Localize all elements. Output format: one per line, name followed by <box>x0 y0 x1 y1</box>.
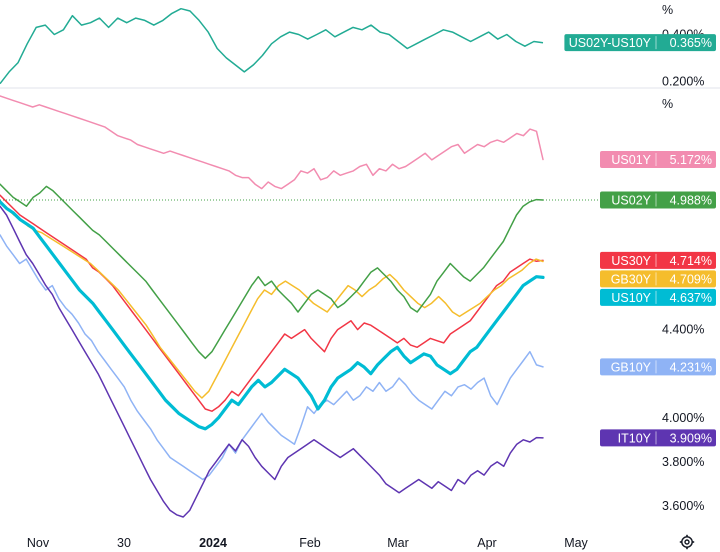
us02y-value-tag: US02Y 4.988% <box>600 191 716 209</box>
it10y-value-tag: IT10Y 3.909% <box>600 429 716 447</box>
us01y-value-tag: US01Y 5.172% <box>600 150 716 168</box>
us30y-tag-value: 4.714% <box>670 254 712 268</box>
us01y-tag-background <box>600 150 716 168</box>
us02y-tag-name: US02Y <box>611 194 651 208</box>
gb30y-tag-value: 4.709% <box>670 272 712 286</box>
yield-y-tick-label: 3.800% <box>662 455 704 469</box>
yield-y-tick-label: 3.600% <box>662 499 704 513</box>
x-tick-label: Mar <box>387 536 409 550</box>
us30y-tag-background <box>600 251 716 269</box>
it10y-line <box>0 205 544 518</box>
us01y-tag-value: 5.172% <box>670 153 712 167</box>
x-tick-label: Feb <box>299 536 321 550</box>
x-tick-label: 30 <box>117 536 131 550</box>
settings-gear-icon[interactable] <box>679 534 695 550</box>
x-tick-label: Apr <box>477 536 496 550</box>
us02y-line <box>0 183 544 360</box>
time-axis[interactable]: Nov 30 2024 Feb Mar Apr May <box>27 536 589 550</box>
us02y-us10y-spread-line <box>0 7 544 85</box>
us30y-line <box>0 194 544 412</box>
x-tick-label: Nov <box>27 536 50 550</box>
us10y-tag-background <box>600 288 716 306</box>
yield-y-tick-label: 4.400% <box>662 323 704 337</box>
us01y-tag-name: US01Y <box>611 153 651 167</box>
spread-unit-label: % <box>662 3 673 17</box>
us02y-us10y-tag-background <box>564 34 716 52</box>
it10y-tag-background <box>600 429 716 447</box>
yields-pane: 3.600% 3.800% 4.000% 4.400% US01Y 5.172% US02… <box>0 95 716 518</box>
gb10y-tag-name: GB10Y <box>611 360 652 374</box>
us30y-value-tag: US30Y 4.714% <box>600 251 716 269</box>
yields-unit-label: % <box>662 97 673 111</box>
gb10y-tag-value: 4.231% <box>670 360 712 374</box>
gb10y-tag-background <box>600 358 716 376</box>
x-tick-label: May <box>564 536 588 550</box>
us30y-tag-name: US30Y <box>611 254 651 268</box>
us01y-line <box>0 95 544 190</box>
it10y-tag-name: IT10Y <box>618 431 652 445</box>
gb30y-tag-background <box>600 270 716 288</box>
us10y-tag-value: 4.637% <box>670 291 712 305</box>
spread-y-tick-label: 0.200% <box>662 74 704 88</box>
gb10y-line <box>0 234 544 481</box>
us10y-value-tag: US10Y 4.637% <box>600 288 716 306</box>
gb30y-tag-name: GB30Y <box>611 272 652 286</box>
us02y-tag-background <box>600 191 716 209</box>
us02y-us10y-tag-value: 0.365% <box>670 36 712 50</box>
us10y-tag-name: US10Y <box>611 291 651 305</box>
gb30y-value-tag: GB30Y 4.709% <box>600 270 716 288</box>
gb10y-value-tag: GB10Y 4.231% <box>600 358 716 376</box>
us10y-line <box>0 200 545 431</box>
x-tick-label: 2024 <box>199 536 227 550</box>
us02y-us10y-tag-name: US02Y-US10Y <box>569 36 652 50</box>
gb30y-line <box>0 201 544 399</box>
us02y-tag-value: 4.988% <box>670 194 712 208</box>
yield-y-tick-label: 4.000% <box>662 411 704 425</box>
it10y-tag-value: 3.909% <box>670 431 712 445</box>
us02y-us10y-value-tag: US02Y-US10Y 0.365% <box>564 34 716 52</box>
